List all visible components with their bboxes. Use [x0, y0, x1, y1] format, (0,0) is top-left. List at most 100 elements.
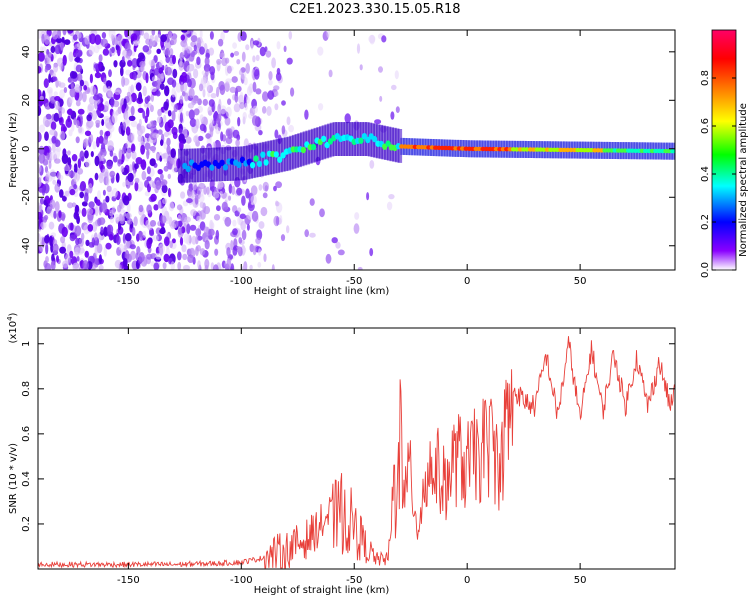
heatmap-speckle: [96, 93, 103, 100]
heatmap-speckle: [139, 231, 144, 242]
heatmap-speckle: [391, 84, 397, 91]
heatmap-speckle: [92, 141, 97, 150]
heatmap-speckle: [160, 34, 168, 43]
heatmap-speckle: [83, 85, 88, 91]
heatmap-speckle: [48, 160, 52, 170]
snr-series-line: [38, 336, 675, 569]
heatmap-speckle: [142, 230, 147, 238]
heatmap-speckle: [134, 163, 139, 170]
heatmap-speckle: [63, 39, 71, 45]
heatmap-speckle: [215, 229, 220, 240]
heatmap-speckle: [137, 127, 143, 137]
heatmap-speckle: [95, 199, 101, 207]
heatmap-speckle: [54, 183, 60, 193]
heatmap-speckle: [94, 34, 102, 45]
heatmap-speckle: [262, 181, 269, 192]
heatmap-speckle: [369, 248, 374, 257]
heatmap-speckle: [53, 112, 60, 122]
heatmap-speckle: [75, 120, 80, 129]
heatmap-speckle: [252, 55, 256, 63]
heatmap-speckle: [186, 198, 193, 204]
heatmap-speckle: [53, 210, 57, 219]
heatmap-speckle: [137, 134, 142, 143]
heatmap-speckle: [181, 30, 188, 33]
heatmap-speckle: [252, 40, 260, 46]
heatmap-speckle: [58, 116, 64, 126]
heatmap-speckle: [68, 51, 74, 63]
heatmap-speckle: [80, 184, 84, 191]
heatmap-ridge-cell: [361, 133, 367, 140]
heatmap-speckle: [39, 124, 45, 133]
heatmap-speckle: [51, 72, 56, 78]
heatmap-ridge-cell: [300, 146, 306, 154]
heatmap-speckle: [120, 165, 125, 173]
heatmap-speckle: [89, 33, 97, 45]
heatmap-speckle: [98, 135, 104, 144]
heatmap-speckle: [137, 186, 142, 193]
heatmap-speckle: [236, 59, 241, 65]
heatmap-speckle: [82, 91, 87, 103]
heatmap-ridge-cell: [324, 141, 330, 149]
heatmap-speckle: [274, 129, 279, 139]
heatmap-speckle: [111, 46, 115, 54]
heatmap-speckle: [125, 126, 131, 136]
heatmap-speckle: [181, 244, 187, 253]
heatmap-speckle: [97, 103, 105, 112]
heatmap-speckle: [155, 90, 161, 97]
heatmap-speckle: [97, 190, 101, 202]
heatmap-speckle: [171, 87, 176, 98]
heatmap-speckle: [317, 46, 324, 56]
heatmap-speckle: [88, 45, 95, 55]
colorbar-tick-label: 0.6: [700, 118, 711, 134]
heatmap-speckle: [45, 113, 52, 120]
heatmap-speckle: [179, 112, 183, 124]
heatmap-speckle: [52, 141, 56, 153]
heatmap-speckle: [248, 113, 254, 119]
heatmap-speckle: [86, 114, 92, 122]
heatmap-speckle: [118, 148, 122, 159]
heatmap-speckle: [105, 242, 112, 250]
heatmap-ridge-cell: [273, 151, 279, 158]
heatmap-speckle: [48, 89, 53, 98]
heatmap-speckle: [160, 73, 166, 79]
heatmap-speckle: [135, 157, 143, 165]
heatmap-speckle: [162, 198, 168, 205]
heatmap-speckle: [105, 80, 113, 89]
heatmap-speckle: [195, 118, 200, 129]
heatmap-speckle: [149, 179, 155, 188]
heatmap-speckle: [144, 115, 148, 124]
heatmap-speckle: [208, 228, 215, 236]
heatmap-speckle: [93, 44, 100, 54]
heatmap-speckle: [279, 215, 283, 225]
heatmap-speckle: [167, 187, 171, 198]
heatmap-speckle: [276, 67, 281, 75]
heatmap-speckle: [290, 87, 295, 97]
heatmap-speckle: [203, 125, 207, 133]
heatmap-speckle: [38, 131, 42, 143]
heatmap-speckle: [210, 71, 215, 81]
heatmap-x-axis-label: Height of straight line (km): [254, 286, 390, 297]
heatmap-speckle: [197, 260, 201, 270]
heatmap-speckle: [78, 237, 84, 247]
heatmap-speckle: [95, 119, 101, 126]
heatmap-speckle: [233, 51, 240, 56]
heatmap-speckle: [142, 110, 146, 119]
snr-xtick-label: -100: [230, 575, 253, 586]
heatmap-speckle: [160, 179, 168, 186]
heatmap-speckle: [226, 247, 231, 257]
heatmap-speckle: [61, 153, 69, 165]
heatmap-speckle: [133, 216, 138, 227]
heatmap-speckle: [75, 100, 81, 107]
heatmap-band-cell: [321, 125, 327, 160]
heatmap-band-cell: [267, 140, 272, 175]
heatmap-speckle: [50, 232, 57, 238]
heatmap-speckle: [150, 86, 157, 93]
heatmap-speckle: [379, 95, 383, 102]
heatmap-speckle: [184, 42, 188, 52]
heatmap-speckle: [258, 221, 265, 229]
heatmap-speckle: [114, 89, 121, 95]
heatmap-speckle: [217, 180, 224, 190]
heatmap-speckle: [262, 91, 269, 102]
heatmap-speckle: [79, 191, 85, 199]
heatmap-ridge-cell: [385, 140, 391, 147]
